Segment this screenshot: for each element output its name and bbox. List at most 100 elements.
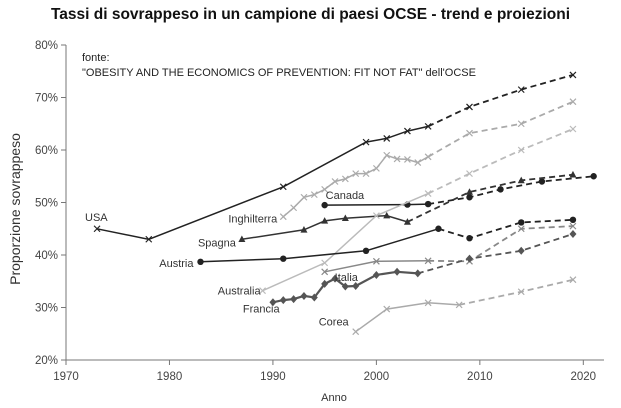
series-corea-point-marker-stroke <box>352 328 360 336</box>
series-australia-observed-line <box>262 192 429 292</box>
series-canada-projected-point-marker-circle <box>466 194 473 201</box>
series-austria-projected-point-marker-circle <box>569 216 577 224</box>
series-inghilterra-point-marker-x <box>279 213 287 221</box>
series-inghilterra-point-marker-x <box>393 155 401 163</box>
series-francia-projected-line <box>417 233 574 275</box>
series-corea-projected-point-marker-stroke <box>517 288 525 296</box>
series-francia-point-marker-diamond <box>393 267 401 276</box>
series-group <box>93 71 597 336</box>
series-label-francia: Francia <box>243 303 281 315</box>
series-francia-projected-point-marker-diamond <box>569 230 577 238</box>
series-spagna-point-marker-triangle <box>383 211 391 219</box>
series-label-austria: Austria <box>159 258 194 270</box>
series-corea-observed-line <box>355 302 460 333</box>
series-italia-projected-point-marker-x <box>517 225 525 233</box>
series-inghilterra-projected-point-marker-x <box>466 129 473 137</box>
series-inghilterra-point-marker-x <box>403 156 411 163</box>
series-inghilterra-point-marker-stroke <box>321 185 329 193</box>
series-inghilterra <box>279 98 577 221</box>
series-inghilterra-point-marker-x <box>424 153 432 161</box>
series-francia-point-marker-diamond <box>290 295 298 304</box>
series-inghilterra-point-marker-x <box>321 185 329 193</box>
series-spagna-projected-point-marker-triangle <box>466 188 473 195</box>
x-tick-label: 2020 <box>571 371 597 383</box>
series-usa-projected-point-marker-stroke <box>517 86 525 94</box>
series-spagna-projected-point-marker-triangle <box>517 176 525 184</box>
series-francia-point-marker-diamond <box>352 281 360 290</box>
series-usa-point-marker-stroke <box>362 138 370 146</box>
series-inghilterra-point-marker-stroke <box>341 175 349 183</box>
series-inghilterra-projected-point-marker-stroke <box>466 129 473 137</box>
series-usa-projected-point-marker-stroke <box>466 103 473 111</box>
series-usa-point-marker-stroke <box>424 122 432 130</box>
series-italia-point-marker-x <box>424 257 432 265</box>
series-australia-projected-point-marker-stroke <box>466 170 473 178</box>
series-inghilterra-point-marker-stroke <box>279 213 287 221</box>
series-austria-projected-point-marker-circle <box>466 235 473 242</box>
series-francia-point-marker-diamond <box>321 279 329 288</box>
series-usa-projected-point-marker-x <box>466 103 473 111</box>
series-canada-observed-line <box>324 203 429 206</box>
series-label-italia: Italia <box>335 272 359 284</box>
series-usa-point-marker-x <box>279 183 287 191</box>
series-inghilterra-point-marker-stroke <box>393 155 401 163</box>
x-tick-label: 1980 <box>157 371 183 383</box>
x-tick-label: 2000 <box>364 371 390 383</box>
series-italia <box>321 222 577 276</box>
axes: 20% 30% 40% 50% 60% 70% 80% 1970 1980 1990 2000 201… <box>35 40 604 383</box>
y-tick-label: 50% <box>35 198 58 210</box>
series-spagna-projected-line <box>407 173 574 223</box>
series-inghilterra-point-marker-stroke <box>424 153 432 161</box>
series-francia-projected-point-marker-diamond <box>517 246 525 255</box>
series-australia-projected-point-marker-x <box>517 146 525 154</box>
series-inghilterra-point-marker-x <box>352 170 360 178</box>
series-austria-projected-point-marker-circle <box>518 219 525 226</box>
series-corea-point-marker-stroke <box>383 305 391 313</box>
series-usa-point-marker-stroke <box>403 127 411 135</box>
series-italia-projected-line <box>428 225 574 263</box>
series-label-spagna: Spagna <box>198 237 237 249</box>
series-spagna <box>238 170 577 243</box>
series-label-australia: Australia <box>218 286 262 298</box>
series-spagna-point-marker-triangle <box>300 226 308 233</box>
source-annotation-line2: "OBESITY AND THE ECONOMICS OF PREVENTION… <box>82 67 476 79</box>
series-label-corea: Corea <box>319 317 350 329</box>
series-francia-point-marker-diamond <box>269 298 277 307</box>
series-spagna-point-marker-triangle <box>341 214 349 222</box>
series-usa-projected-point-marker-stroke <box>569 71 577 79</box>
series-inghilterra-point-marker-x <box>372 164 380 172</box>
series-inghilterra-point-marker-stroke <box>300 193 308 201</box>
series-usa-projected-line <box>427 74 574 128</box>
series-inghilterra-point-marker-x <box>310 191 318 199</box>
series-austria-point-marker-circle <box>197 258 204 266</box>
series-canada-point-marker-circle <box>424 200 432 208</box>
series-label-inghilterra: Inghilterra <box>228 214 278 226</box>
series-canada <box>321 173 597 209</box>
series-spagna-projected-point-marker-triangle <box>569 170 577 178</box>
series-francia-point-marker-diamond <box>310 293 318 302</box>
series-corea-projected-point-marker-x <box>517 288 525 296</box>
series-francia-point-marker-diamond <box>414 269 422 278</box>
series-francia-point-marker-diamond <box>372 270 380 279</box>
series-canada-projected-point-marker-circle <box>590 173 597 180</box>
series-corea-point-marker-x <box>455 301 463 309</box>
series-usa-point-marker-x <box>424 122 432 130</box>
series-austria-point-marker-circle <box>280 255 287 262</box>
series-inghilterra-point-marker-stroke <box>362 170 370 178</box>
series-usa-projected-point-marker-x <box>517 86 525 94</box>
series-usa-point-marker-stroke <box>383 135 391 142</box>
series-inghilterra-projected-line <box>427 100 574 158</box>
series-italia-point-marker-x <box>321 268 329 276</box>
series-inghilterra-point-marker-x <box>300 193 308 201</box>
series-austria-point-marker-circle <box>362 247 370 254</box>
series-canada-projected-point-marker-circle <box>538 178 546 185</box>
series-inghilterra-point-marker-stroke <box>403 156 411 163</box>
series-usa-projected-point-marker-x <box>569 71 577 79</box>
series-usa-point-marker-stroke <box>279 183 287 191</box>
series-francia <box>269 230 577 307</box>
x-tick-label: 2010 <box>467 371 493 383</box>
series-francia-point-marker-diamond <box>300 291 308 300</box>
series-australia-point-marker-x <box>321 259 329 267</box>
series-australia-point-marker-stroke <box>424 190 432 197</box>
